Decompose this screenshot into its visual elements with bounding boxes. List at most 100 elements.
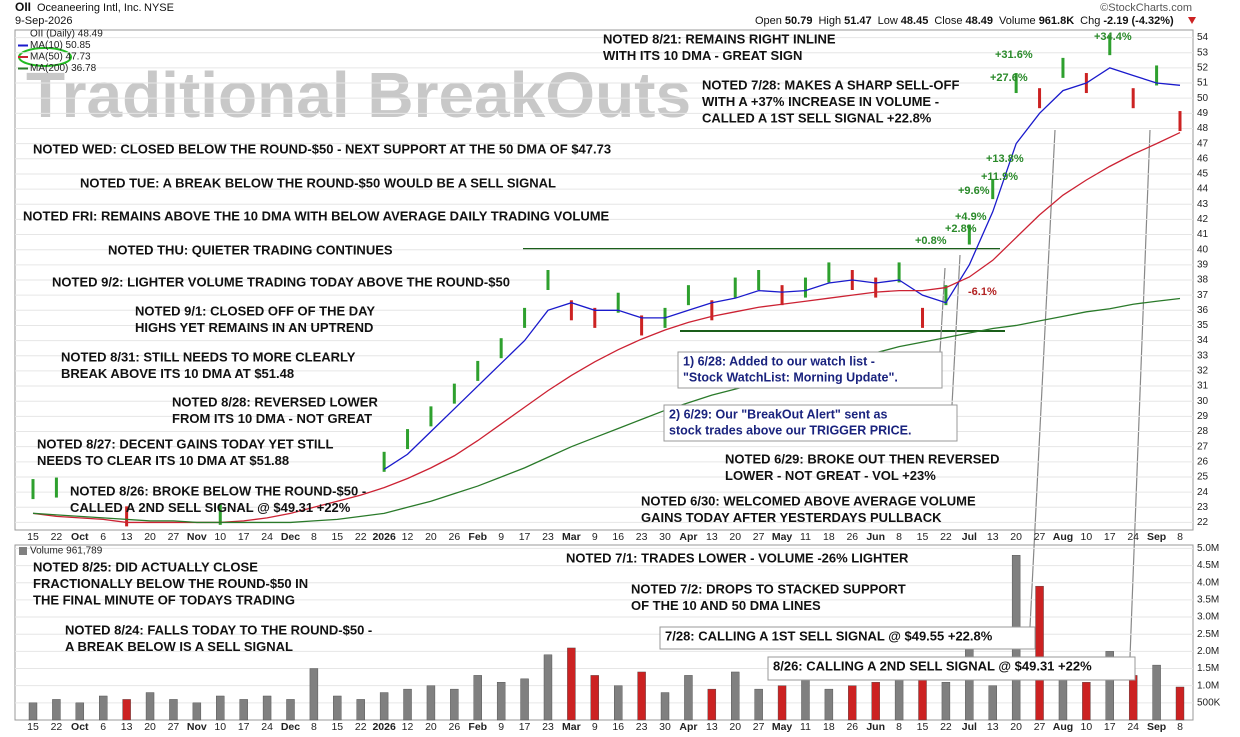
quote-line: Open 50.79 High 51.47 Low 48.45 Close 48.49 Volu… <box>755 15 1174 27</box>
gain-label: +2.8% <box>945 223 977 235</box>
x-tick-label: 18 <box>823 721 835 733</box>
gain-label: +34.4% <box>1094 31 1132 43</box>
volume-bar <box>941 682 951 721</box>
callout-box <box>663 404 958 442</box>
y-tick-label: 47 <box>1197 138 1209 149</box>
price-bar <box>991 179 995 200</box>
x-tick-label: 12 <box>402 721 414 733</box>
x-tick-label: 12 <box>402 531 414 543</box>
price-bar <box>499 338 503 359</box>
x-tick-label: Sep <box>1147 721 1166 733</box>
quote-label: Low <box>878 15 898 27</box>
legend-entry: Volume 961,789 <box>30 546 103 557</box>
header-exchange: NYSE <box>144 2 174 14</box>
volume-bar <box>754 688 763 721</box>
x-tick-label: 22 <box>940 531 952 543</box>
y-tick-label: 34 <box>1197 335 1209 346</box>
x-tick-label: 23 <box>636 531 648 543</box>
callout-box <box>659 626 1036 650</box>
y-tick-label: 39 <box>1197 259 1209 270</box>
quote-label: Close <box>934 15 962 27</box>
price-bar <box>803 277 807 298</box>
x-tick-label: May <box>772 531 793 543</box>
gain-label: +9.6% <box>958 185 990 197</box>
price-bar <box>640 315 644 336</box>
x-tick-label: 22 <box>355 721 367 733</box>
volume-bar <box>496 682 506 721</box>
quote-value: 48.45 <box>901 15 929 27</box>
y-tick-label: 23 <box>1197 502 1209 513</box>
gain-label: +27.6% <box>990 72 1028 84</box>
callout-box <box>677 351 943 389</box>
volume-bar <box>1035 585 1044 721</box>
x-tick-label: 22 <box>355 531 367 543</box>
volume-bar <box>473 675 482 721</box>
note: GAINS TODAY AFTER YESTERDAYS PULLBACK <box>641 510 942 525</box>
volume-bar <box>614 685 623 721</box>
volume-bar <box>567 647 576 721</box>
moving-average <box>32 297 1181 524</box>
price-bar <box>546 270 550 290</box>
x-tick-label: 26 <box>449 531 461 543</box>
x-tick-label: 26 <box>846 531 858 543</box>
note: NOTED 9/2: LIGHTER VOLUME TRADING TODAY … <box>52 274 510 289</box>
volume-bar <box>75 702 85 721</box>
note: NOTED THU: QUIETER TRADING CONTINUES <box>108 242 393 257</box>
y-tick-label: 45 <box>1197 169 1209 180</box>
x-tick-label: 8 <box>1177 531 1183 543</box>
volume-bar <box>848 685 857 721</box>
volume-bar <box>660 692 670 721</box>
y-tick-label: 27 <box>1197 441 1209 452</box>
y-tick-label: 54 <box>1197 32 1209 43</box>
x-tick-label: 17 <box>238 721 250 733</box>
y-tick-label: 44 <box>1197 184 1209 195</box>
x-tick-label: 20 <box>144 721 156 733</box>
x-tick-label: 18 <box>823 531 835 543</box>
x-tick-label: 23 <box>542 721 554 733</box>
volume-bar <box>1082 682 1091 721</box>
note: NOTED TUE: A BREAK BELOW THE ROUND-$50 W… <box>80 175 556 190</box>
price-bar <box>54 477 58 498</box>
x-tick-label: 16 <box>612 531 624 543</box>
y-tick-label: 52 <box>1197 63 1209 74</box>
x-tick-label: 17 <box>1104 531 1116 543</box>
price-bar <box>944 285 948 306</box>
note: NOTED 8/21: REMAINS RIGHT INLINE <box>603 31 836 46</box>
volume-bar <box>169 699 178 721</box>
price-bar <box>757 270 761 290</box>
volume-bar <box>262 695 272 721</box>
note: NOTED WED: CLOSED BELOW THE ROUND-$50 - … <box>33 141 611 156</box>
y-tick-label: 4.0M <box>1197 577 1219 588</box>
x-tick-label: 2026 <box>372 721 396 733</box>
x-tick-label: 13 <box>706 531 718 543</box>
x-tick-label: 20 <box>729 531 741 543</box>
y-tick-label: 38 <box>1197 275 1209 286</box>
volume-bar <box>520 678 529 721</box>
note: NOTED 8/27: DECENT GAINS TODAY YET STILL <box>37 436 333 451</box>
note: NOTED 7/2: DROPS TO STACKED SUPPORT <box>631 581 906 596</box>
x-tick-label: Aug <box>1053 531 1073 543</box>
x-tick-label: 15 <box>917 721 929 733</box>
volume-bar <box>684 675 693 721</box>
x-tick-label: 24 <box>1127 721 1139 733</box>
volume-bar <box>356 699 365 721</box>
note: CALLED A 2ND SELL SIGNAL @ $49.31 +22% <box>70 500 351 515</box>
quote-value: 48.49 <box>965 15 993 27</box>
x-tick-label: 20 <box>1010 721 1022 733</box>
leader <box>1129 129 1151 658</box>
price-bar <box>897 262 901 283</box>
note: OF THE 10 AND 50 DMA LINES <box>631 598 821 613</box>
gain-label: +11.9% <box>981 171 1018 183</box>
price-bar <box>452 383 456 404</box>
volume-bar <box>824 688 834 721</box>
note: LOWER - NOT GREAT - VOL +23% <box>725 468 936 483</box>
price-bar <box>1178 111 1182 132</box>
note: BREAK ABOVE ITS 10 DMA AT $51.48 <box>61 366 294 381</box>
x-tick-label: 8 <box>311 531 317 543</box>
volume-bar <box>707 688 717 721</box>
price-bar <box>1108 35 1112 56</box>
callout-text: 2) 6/29: Our "BreakOut Alert" sent as <box>669 407 887 421</box>
x-tick-label: 26 <box>846 721 858 733</box>
price-bar <box>967 224 971 245</box>
price-bar <box>429 406 433 427</box>
